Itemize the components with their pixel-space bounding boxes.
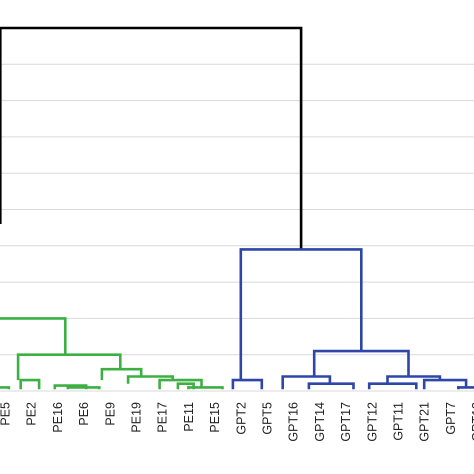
dendrogram-link xyxy=(187,386,224,390)
dendrogram-link xyxy=(158,378,203,390)
x-tick-label: PE2 xyxy=(25,402,39,426)
dendrogram-link xyxy=(100,367,143,381)
dendrogram-links xyxy=(0,26,474,390)
dendrogram-link xyxy=(281,375,332,390)
x-tick-label: GPT17 xyxy=(339,402,353,442)
x-tick-label: GPT14 xyxy=(313,402,327,442)
gridlines xyxy=(0,63,474,392)
x-tick-label: PE16 xyxy=(51,402,65,433)
dendrogram-link xyxy=(0,317,67,355)
dendrogram-link xyxy=(312,349,410,377)
x-tick-label: PE19 xyxy=(130,402,144,433)
dendrogram-link xyxy=(422,378,468,390)
dendrogram-link xyxy=(386,375,442,384)
x-tick-label: GPT7 xyxy=(444,402,458,435)
dendrogram-link xyxy=(126,375,174,384)
dendrogram-link xyxy=(367,382,418,390)
x-tick-label: PE5 xyxy=(0,402,13,426)
x-tick-label: GPT2 xyxy=(234,402,248,435)
x-tick-label: GPT12 xyxy=(365,402,379,442)
dendrogram-link xyxy=(0,26,303,250)
dendrogram-link xyxy=(231,378,264,390)
x-tick-label: GPT16 xyxy=(287,402,301,442)
x-tick-label: GPT21 xyxy=(418,402,432,442)
dendrogram-link xyxy=(456,386,474,390)
x-tick-label: PE17 xyxy=(156,402,170,433)
cluster-2 xyxy=(231,248,474,390)
x-tick-label: PE15 xyxy=(208,402,222,433)
x-tick-labels: PE5 PE2 PE16 PE6 PE9 PE19 PE17 PE11 PE15 GPT2 GPT5… xyxy=(0,402,474,442)
dendrogram-link xyxy=(0,386,11,390)
dendrogram-link xyxy=(239,248,363,381)
cluster-0 xyxy=(0,26,303,250)
x-tick-label: GPT11 xyxy=(392,402,406,441)
x-tick-label: PE6 xyxy=(77,402,91,426)
x-tick-label: PE11 xyxy=(182,402,196,432)
dendrogram-link xyxy=(307,382,355,390)
dendrogram-link xyxy=(19,378,41,390)
x-tick-label: PE9 xyxy=(103,402,117,426)
x-tick-label: GPT5 xyxy=(261,402,275,435)
dendrogram-link xyxy=(66,386,101,390)
x-tick-label: GPT13 xyxy=(470,402,474,442)
dendrogram-link xyxy=(16,353,122,381)
cluster-1 xyxy=(0,317,224,390)
